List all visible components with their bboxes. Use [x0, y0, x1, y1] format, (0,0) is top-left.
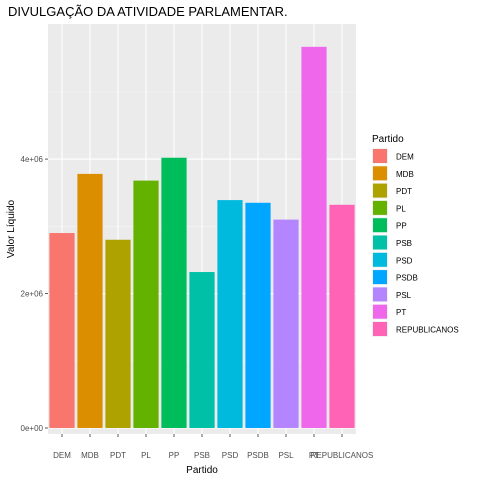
legend-key-dem [373, 149, 387, 163]
bar-republicanos [329, 204, 355, 428]
legend-label: PSL [396, 291, 412, 300]
legend-key-republicanos [373, 322, 387, 336]
legend-key-psd [373, 252, 387, 267]
x-axis-title: Partido [186, 465, 218, 476]
legend-key-pdt [373, 183, 387, 198]
bar-pl [133, 180, 159, 428]
bar-psdb [245, 202, 271, 428]
legend-key-psdb [373, 270, 387, 285]
x-tick-label: PDT [110, 451, 126, 460]
legend-key-pp [373, 218, 387, 233]
legend: DEM MDB PDT PL PP PSB PSD PSDB PSL PT REPUBLICANOS [372, 148, 459, 337]
bar-pp [161, 157, 187, 428]
bar-mdb [77, 173, 103, 428]
legend-label: PSD [396, 256, 413, 265]
bar-psd [217, 200, 243, 428]
legend-label: PP [396, 222, 407, 231]
legend-label: REPUBLICANOS [396, 326, 459, 335]
legend-key-psl [373, 287, 387, 302]
legend-key-psb [373, 235, 387, 250]
x-tick-label: DEM [53, 451, 71, 460]
legend-key-pt [373, 304, 387, 319]
bar-pdt [105, 239, 131, 428]
x-tick-label: PSD [222, 451, 239, 460]
x-tick-label: PP [169, 451, 180, 460]
legend-title: Partido [372, 134, 404, 145]
y-tick-label: 0e+00 [21, 424, 44, 433]
legend-label: PDT [396, 187, 412, 196]
y-ticks: 0e+00 2e+06 4e+06 [21, 155, 48, 433]
legend-label: PL [396, 204, 406, 213]
legend-label: MDB [396, 170, 414, 179]
x-tick-label: REPUBLICANOS [311, 451, 374, 460]
y-tick-label: 2e+06 [21, 290, 44, 299]
legend-label: DEM [396, 153, 414, 162]
legend-key-mdb [373, 166, 387, 181]
y-tick-label: 4e+06 [21, 155, 44, 164]
x-tick-label: PT [309, 451, 319, 460]
bar-psl [273, 219, 299, 428]
bars [49, 46, 355, 429]
x-tick-label: PSL [278, 451, 294, 460]
x-tick-label: MDB [81, 451, 99, 460]
bar-dem [49, 233, 75, 428]
legend-key-pl [373, 200, 387, 215]
y-axis-title: Valor Líquido [6, 199, 17, 258]
legend-label: PSDB [396, 274, 418, 283]
x-tick-label: PL [141, 451, 151, 460]
chart-title: DIVULGAÇÃO DA ATIVIDADE PARLAMENTAR. [8, 4, 288, 19]
bar-pt [301, 46, 327, 429]
x-tick-label: PSB [194, 451, 210, 460]
legend-label: PSB [396, 239, 412, 248]
legend-label: PT [396, 308, 406, 317]
x-tick-label: PSDB [247, 451, 269, 460]
bar-psb [189, 272, 215, 428]
